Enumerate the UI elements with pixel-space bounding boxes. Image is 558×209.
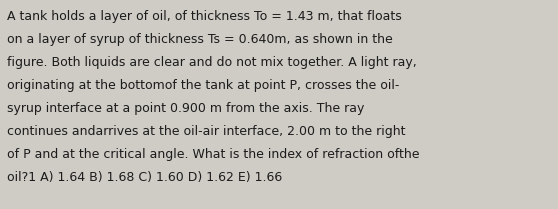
Text: continues andarrives at the oil-air interface, 2.00 m to the right: continues andarrives at the oil-air inte… [7,125,406,138]
Text: of P and at the critical angle. What is the index of refraction ofthe: of P and at the critical angle. What is … [7,148,420,161]
Text: syrup interface at a point 0.900 m from the axis. The ray: syrup interface at a point 0.900 m from … [7,102,364,115]
Text: originating at the bottomof the tank at point P, crosses the oil-: originating at the bottomof the tank at … [7,79,400,92]
Text: A tank holds a layer of oil, of thickness To = 1.43 m, that floats: A tank holds a layer of oil, of thicknes… [7,10,402,23]
Text: on a layer of syrup of thickness Ts = 0.640m, as shown in the: on a layer of syrup of thickness Ts = 0.… [7,33,393,46]
Text: figure. Both liquids are clear and do not mix together. A light ray,: figure. Both liquids are clear and do no… [7,56,417,69]
Text: oil?1 A) 1.64 B) 1.68 C) 1.60 D) 1.62 E) 1.66: oil?1 A) 1.64 B) 1.68 C) 1.60 D) 1.62 E)… [7,171,282,184]
